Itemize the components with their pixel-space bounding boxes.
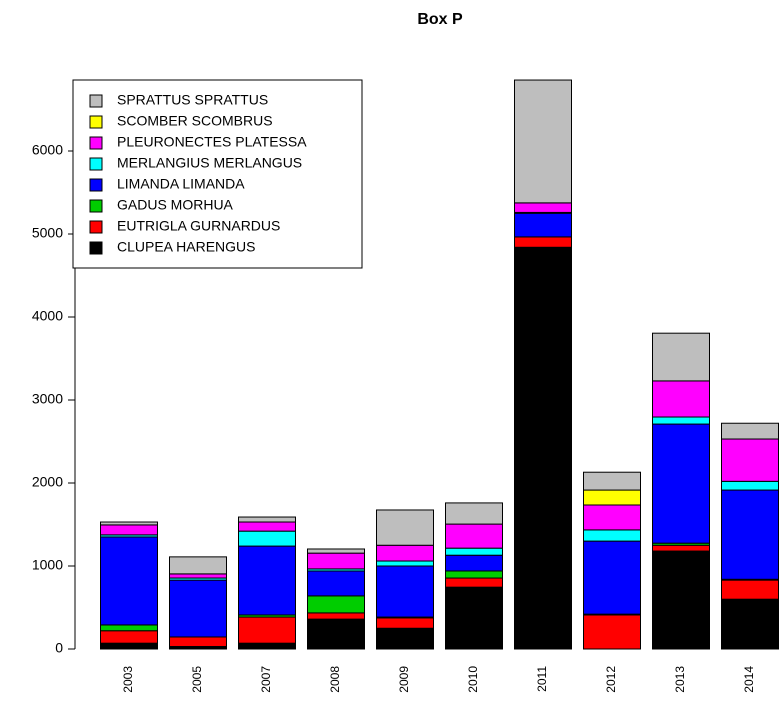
legend-label: CLUPEA HARENGUS — [117, 239, 255, 255]
bar-segment — [652, 416, 710, 425]
y-tick-label: 2000 — [32, 474, 63, 490]
bar-segment — [721, 438, 779, 482]
x-tick-label: 2003 — [121, 666, 135, 693]
bar-segment — [652, 423, 710, 544]
bar-segment — [169, 573, 227, 579]
bar-segment — [514, 202, 572, 213]
legend-label: EUTRIGLA GURNARDUS — [117, 218, 280, 234]
y-tick-label: 4000 — [32, 308, 63, 324]
legend-swatch — [89, 136, 103, 150]
legend-swatch — [89, 199, 103, 213]
bar-segment — [169, 636, 227, 648]
legend-label: GADUS MORHUA — [117, 197, 234, 213]
x-tick-label: 2012 — [604, 666, 618, 693]
x-tick-label: 2005 — [190, 666, 204, 693]
legend-label: PLEURONECTES PLATESSA — [117, 134, 307, 150]
legend-box — [72, 79, 363, 269]
bar-segment — [583, 540, 641, 615]
legend-label: LIMANDA LIMANDA — [117, 176, 245, 192]
y-tick-label: 1000 — [32, 557, 63, 573]
bar-segment — [445, 523, 503, 549]
bar-segment — [100, 521, 158, 526]
bar-segment — [100, 624, 158, 632]
bar-segment — [307, 595, 365, 614]
legend-swatch — [89, 220, 103, 234]
bar-segment — [100, 524, 158, 536]
bar-segment — [307, 552, 365, 570]
bar-segment — [652, 332, 710, 382]
bar-segment — [307, 548, 365, 554]
bar-segment — [307, 612, 365, 620]
bar-segment — [238, 516, 296, 523]
x-tick-label: 2009 — [397, 666, 411, 693]
y-tick-label: 6000 — [32, 142, 63, 158]
bar-segment — [376, 560, 434, 567]
x-tick-label: 2010 — [466, 666, 480, 693]
bar-segment — [238, 545, 296, 616]
bar-segment — [652, 380, 710, 418]
legend-swatch — [89, 115, 103, 129]
bar-segment — [376, 627, 434, 650]
legend-swatch — [89, 94, 103, 108]
bar-segment — [445, 554, 503, 572]
legend-swatch — [89, 241, 103, 255]
bar-segment — [445, 547, 503, 556]
bar-segment — [169, 556, 227, 575]
legend-label: SCOMBER SCOMBRUS — [117, 113, 273, 129]
bar-segment — [583, 614, 641, 650]
bar-segment — [376, 509, 434, 546]
bar-segment — [376, 544, 434, 562]
y-tick-label: 0 — [55, 640, 63, 656]
chart-title: Box P — [417, 11, 463, 28]
bar-segment — [721, 422, 779, 440]
bar-segment — [238, 530, 296, 547]
bar-segment — [100, 630, 158, 644]
bar-segment — [583, 504, 641, 531]
x-tick-label: 2008 — [328, 666, 342, 693]
bar-segment — [307, 570, 365, 597]
y-tick-label: 5000 — [32, 225, 63, 241]
bar-segment — [445, 577, 503, 588]
bar-segment — [376, 565, 434, 618]
legend-label: MERLANGIUS MERLANGUS — [117, 155, 302, 171]
bar-segment — [238, 642, 296, 650]
bar-segment — [583, 489, 641, 506]
legend-swatch — [89, 178, 103, 192]
bar-segment — [652, 544, 710, 552]
bar-segment — [583, 471, 641, 491]
x-tick-label: 2014 — [742, 666, 756, 693]
x-tick-label: 2013 — [673, 666, 687, 693]
legend-swatch — [89, 157, 103, 171]
bar-segment — [514, 246, 572, 650]
bar-segment — [169, 579, 227, 638]
bar-segment — [100, 642, 158, 650]
bar-segment — [445, 502, 503, 525]
bar-segment — [721, 480, 779, 491]
bar-segment — [100, 536, 158, 626]
bar-segment — [445, 586, 503, 650]
bar-segment — [721, 598, 779, 650]
bar-segment — [514, 79, 572, 204]
bar-segment — [238, 616, 296, 644]
bar-segment — [721, 489, 779, 580]
bar-segment — [307, 618, 365, 650]
bar-segment — [376, 617, 434, 629]
bar-segment — [721, 579, 779, 600]
legend-label: SPRATTUS SPRATTUS — [117, 92, 268, 108]
bar-segment — [583, 529, 641, 542]
bar-segment — [514, 236, 572, 248]
x-tick-label: 2011 — [535, 666, 549, 692]
bar-segment — [238, 521, 296, 532]
bar-segment — [652, 550, 710, 650]
bar-segment — [445, 570, 503, 579]
bar-segment — [514, 212, 572, 238]
y-tick-label: 3000 — [32, 391, 63, 407]
x-tick-label: 2007 — [259, 666, 273, 693]
